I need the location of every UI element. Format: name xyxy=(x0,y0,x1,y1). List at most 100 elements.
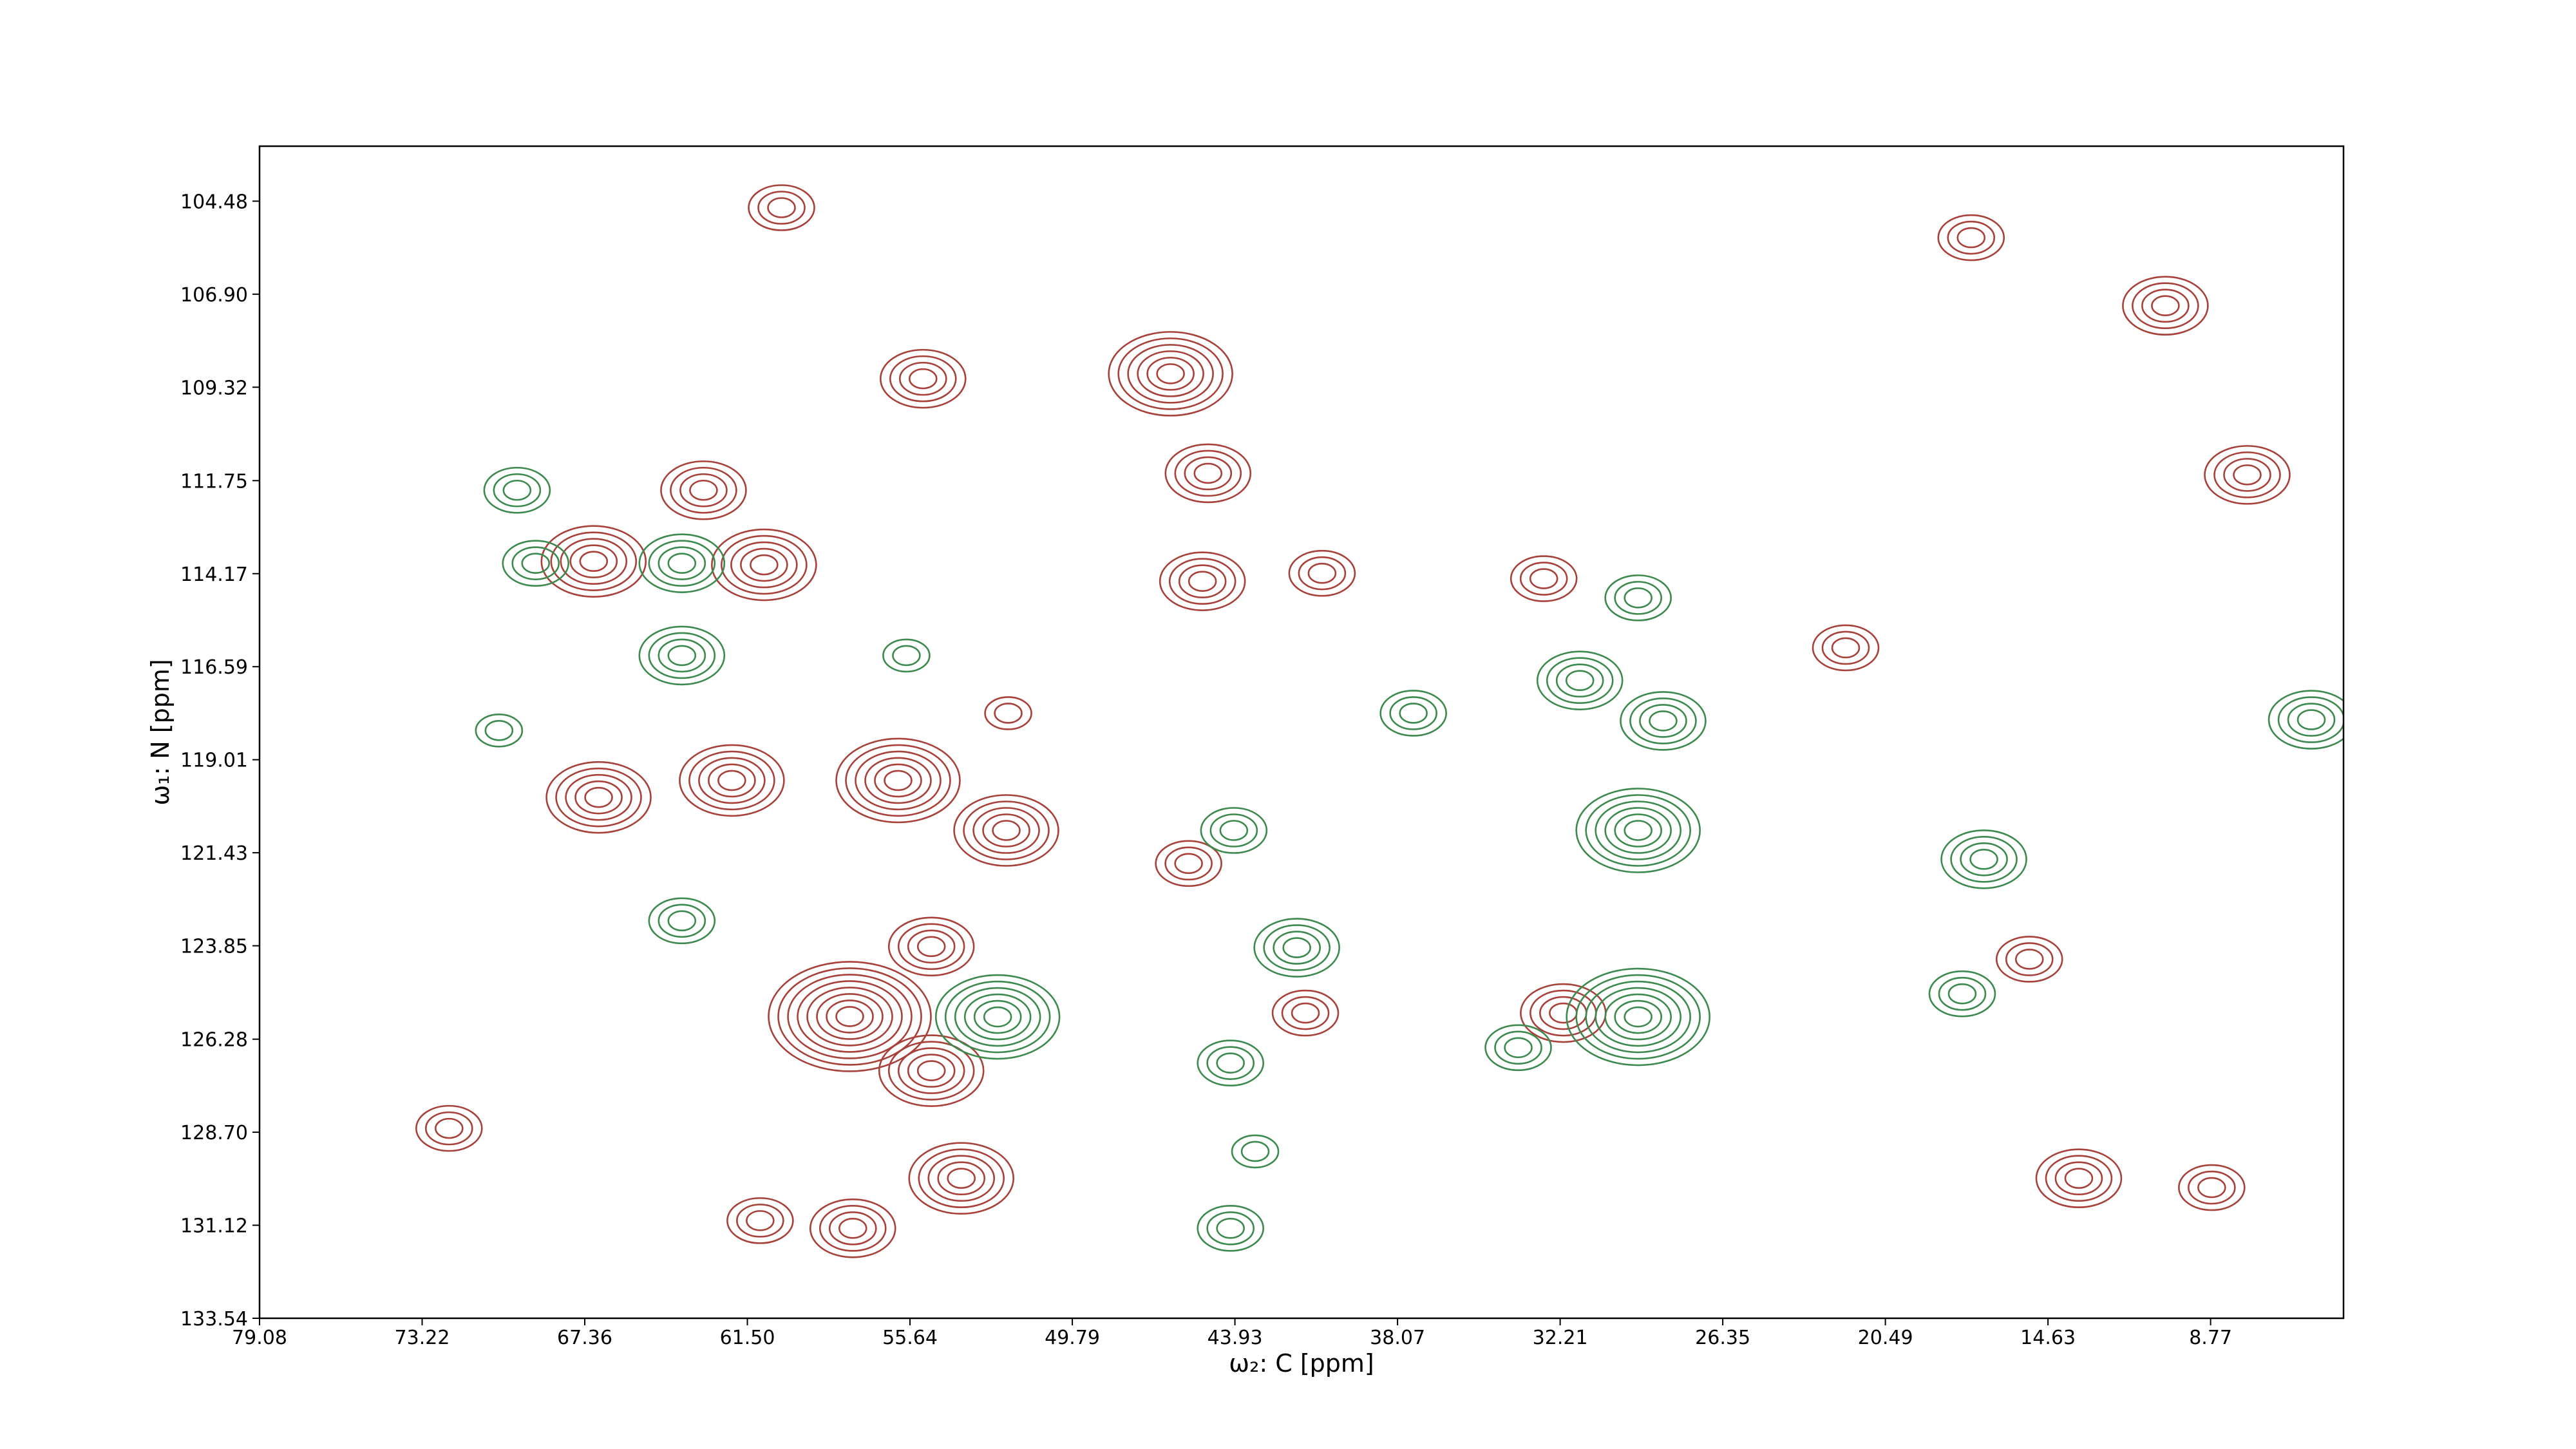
contour-ring xyxy=(584,786,613,808)
contour-ring xyxy=(721,535,808,595)
contour-ring xyxy=(1155,840,1222,887)
contour-ring xyxy=(415,1104,483,1152)
contour-ring xyxy=(434,1117,464,1139)
contour-ring xyxy=(2268,690,2344,750)
contour-ring xyxy=(887,1041,975,1101)
x-tick-label: 32.21 xyxy=(1533,1327,1588,1349)
contour-ring xyxy=(897,923,965,971)
contour-ring xyxy=(845,744,951,817)
contour-ring xyxy=(1519,562,1568,596)
contour-ring xyxy=(864,757,932,804)
contour-ring xyxy=(889,355,957,402)
contour-ring xyxy=(937,1161,986,1196)
contour-ring xyxy=(670,466,737,514)
y-tick-label: 128.70 xyxy=(180,1122,248,1144)
contour-ring xyxy=(1624,820,1653,841)
contour-ring xyxy=(994,703,1023,724)
contour-ring xyxy=(1178,564,1227,599)
contour-ring xyxy=(898,361,947,396)
contour-ring xyxy=(1231,1134,1280,1169)
contour-ring xyxy=(1146,357,1195,391)
contour-ring xyxy=(1263,924,1331,971)
contour-ring xyxy=(1159,551,1246,612)
contour-ring xyxy=(1282,937,1311,958)
contour-ring xyxy=(1549,1002,1578,1024)
contour-ring xyxy=(1595,800,1681,860)
contour-ring xyxy=(777,967,922,1066)
contour-ring xyxy=(648,897,716,945)
contour-ring xyxy=(475,714,524,748)
contour-ring xyxy=(1168,558,1236,605)
contour-ring xyxy=(1614,813,1662,848)
y-tick-label: 126.28 xyxy=(180,1029,248,1052)
contour-ring xyxy=(2204,445,2291,505)
contour-ring xyxy=(1614,581,1662,615)
contour-ring xyxy=(1624,1006,1653,1028)
contour-ring xyxy=(1298,556,1347,591)
contour-ring xyxy=(565,773,632,821)
contour-ring xyxy=(954,987,1041,1047)
contour-ring xyxy=(1174,853,1203,875)
contour-ring xyxy=(992,820,1021,841)
y-tick-label: 131.12 xyxy=(180,1215,248,1238)
contour-ring xyxy=(660,460,747,520)
y-tick-label: 111.75 xyxy=(180,470,248,493)
contour-ring xyxy=(1197,1205,1264,1252)
y-tick-label: 106.90 xyxy=(180,284,248,307)
contour-ring xyxy=(1812,624,1880,672)
contour-ring xyxy=(916,1060,946,1081)
contour-ring xyxy=(688,750,775,811)
contour-ring xyxy=(984,696,1032,730)
contour-ring xyxy=(717,770,746,791)
x-tick-label: 79.08 xyxy=(232,1327,287,1349)
y-tick-label: 116.59 xyxy=(180,656,248,679)
contour-ring xyxy=(560,538,628,585)
contour-ring xyxy=(1206,1046,1255,1080)
contour-ring xyxy=(502,479,532,501)
contour-ring xyxy=(1624,587,1653,609)
contour-ring xyxy=(1206,1211,1255,1245)
contour-ring xyxy=(1520,983,1607,1043)
contour-ring xyxy=(907,929,956,964)
contour-ring xyxy=(1585,794,1691,867)
y-tick-label: 123.85 xyxy=(180,936,248,958)
contour-ring xyxy=(2054,1161,2103,1196)
contour-ring xyxy=(2233,464,2262,486)
contour-ring xyxy=(667,645,697,667)
contour-ring xyxy=(545,761,652,834)
contour-ring xyxy=(1164,443,1252,504)
contour-ring xyxy=(982,813,1030,848)
contour-ring xyxy=(555,767,642,828)
contour-ring xyxy=(768,961,932,1072)
contour-ring xyxy=(550,531,638,591)
contour-ring xyxy=(874,763,922,798)
contour-ring xyxy=(2132,282,2199,330)
contour-ring xyxy=(698,757,766,804)
contour-ring xyxy=(569,544,618,578)
contour-ring xyxy=(1960,842,2008,876)
contour-ring xyxy=(1271,989,1340,1037)
contour-ring xyxy=(838,1218,867,1239)
contour-ring xyxy=(667,910,697,932)
contour-ring xyxy=(484,720,514,741)
contour-ring xyxy=(667,553,697,574)
contour-ring xyxy=(884,770,913,791)
contour-ring xyxy=(1281,996,1330,1030)
contour-ring xyxy=(2178,1164,2246,1211)
contour-ring xyxy=(835,1006,864,1027)
contour-ring xyxy=(828,1211,877,1245)
contour-ring xyxy=(1950,835,2018,883)
contour-ring xyxy=(1555,663,1604,698)
contour-ring xyxy=(963,800,1050,860)
contour-ring xyxy=(1291,1002,1320,1024)
y-tick-label: 114.17 xyxy=(180,564,248,586)
contour-ring xyxy=(1947,220,1996,255)
contour-ring xyxy=(648,632,716,679)
x-tick-label: 61.50 xyxy=(720,1327,775,1349)
contour-ring xyxy=(1164,846,1213,881)
contour-ring xyxy=(679,744,785,817)
y-tick-label: 109.32 xyxy=(180,377,248,399)
contour-ring xyxy=(736,1204,784,1238)
